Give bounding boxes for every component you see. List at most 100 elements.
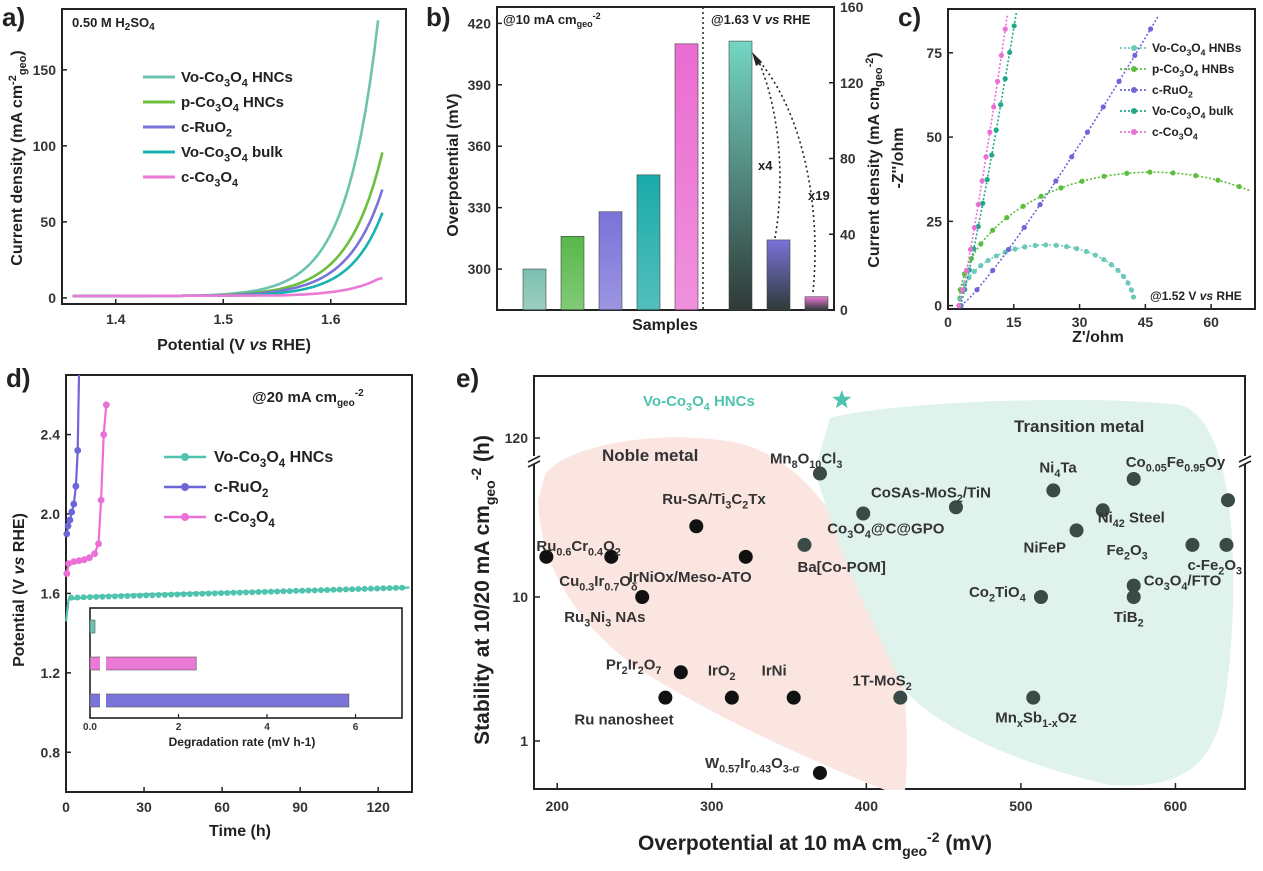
panel-c-data-point <box>966 275 972 281</box>
panel-d-data-point <box>75 557 83 565</box>
panel-c-data-point <box>971 246 977 252</box>
panel-d-inset-tick-label: 4 <box>264 722 270 733</box>
panel-d-data-point <box>299 587 306 594</box>
panel-e-point-label: Ru nanosheet <box>574 712 673 729</box>
panel-d-data-point <box>267 588 274 595</box>
panel-d-data-point <box>399 584 406 591</box>
panel-b-arrowhead <box>752 52 762 66</box>
panel-d-data-point <box>255 589 262 596</box>
panel-d-data-point <box>386 585 393 592</box>
panel-a-ytick-label: 0 <box>48 290 56 306</box>
panel-d-legend-label: Vo-Co3O4 HNCs <box>214 449 333 470</box>
panel-d-data-point <box>193 590 200 597</box>
panel-c-data-point <box>1002 76 1008 82</box>
panel-c-legend-marker <box>1131 66 1137 72</box>
panel-d-data-point <box>392 584 399 591</box>
panel-d-annotation: @20 mA cmgeo-2 <box>252 388 364 409</box>
panel-b-overpotential-bar <box>598 211 623 311</box>
panel-e-axis-break-left <box>528 456 540 464</box>
panel-c-legend-label: Vo-Co3O4 HNBs <box>1152 41 1242 58</box>
panel-c-data-point <box>1108 262 1114 268</box>
panel-e-point-label: Fe2O3 <box>1106 542 1147 563</box>
panel-c-xtick-label: 15 <box>1006 314 1022 330</box>
panel-c-data-point <box>1037 201 1043 208</box>
transition-metal-region <box>815 399 1234 786</box>
panel-d-data-point <box>324 586 331 593</box>
panel-b-left-ytick-label: 360 <box>468 138 492 154</box>
panel-e-data-point <box>948 500 963 515</box>
panel-e-data-point <box>1095 503 1110 518</box>
panel-e-data-point <box>539 549 554 564</box>
panel-c-annotation: @1.52 V vs RHE <box>1150 289 1242 303</box>
panel-d-data-point <box>74 447 82 454</box>
panel-e-data-point <box>1219 537 1234 552</box>
panel-d-data-point <box>211 590 218 597</box>
panel-e-xtick-label: 200 <box>546 798 570 814</box>
panel-c-data-point <box>956 303 962 309</box>
panel-d-data-point <box>330 586 337 593</box>
panel-b-left-ytick-label: 300 <box>468 261 492 277</box>
panel-c-data-point <box>983 154 989 160</box>
panel-d-data-point <box>105 593 112 600</box>
panel-e-axis-break-left-marks <box>527 455 541 468</box>
panel-a-ylabel: Current density (mA cm-2geo) <box>7 50 29 265</box>
panel-d-data-point <box>80 594 87 601</box>
panel-e-point-label: Pr2Ir2O7 <box>606 656 662 677</box>
panel-a-series-line <box>72 276 383 298</box>
panel-d-ytick-label: 1.2 <box>41 665 61 681</box>
panel-c-data-point <box>1074 246 1080 252</box>
panel-e-point-label: IrNi <box>762 663 787 680</box>
panel-c-data-point <box>1147 169 1153 175</box>
panel-e-ylabel: Stability at 10/20 mA cmgeo-2 (h) <box>468 435 498 745</box>
panel-c-xtick-label: 45 <box>1138 314 1154 330</box>
panel-d-inset-xlabel: Degradation rate (mV h-1) <box>169 735 316 749</box>
panel-c-data-point <box>978 263 984 269</box>
panel-c-data-point <box>978 241 984 247</box>
panel-c-data-point <box>971 268 977 274</box>
panel-c-data-point <box>1004 215 1010 221</box>
panel-a-series-line <box>72 212 384 298</box>
panel-d-ylabel: Potential (V vs RHE) <box>11 513 28 667</box>
panel-c-data-point <box>957 287 963 293</box>
panel-d-data-point <box>336 586 343 593</box>
panel-c-data-point <box>961 281 968 287</box>
panel-e-data-point <box>604 549 619 564</box>
panel-c-data-point <box>958 303 964 309</box>
panel-a-electrolyte: 0.50 M H2SO4 <box>72 15 155 33</box>
panel-b-left-ytick-label: 420 <box>468 15 492 31</box>
panel-c-legend-marker <box>1131 87 1137 93</box>
panel-e-data-point <box>673 665 688 680</box>
panel-e-point-label: Mn8O10Cl3 <box>770 451 842 472</box>
panel-a-legend-label: c-Co3O4 <box>181 169 238 190</box>
panel-b-xlabel: Samples <box>632 317 698 334</box>
panel-c-legend-label: p-Co3O4 HNBs <box>1152 62 1235 79</box>
panel-c-data-point <box>1193 173 1199 179</box>
panel-d-data-point <box>367 585 374 592</box>
panel-b-left-ytick-label: 390 <box>468 77 492 93</box>
panel-d-xtick-label: 120 <box>367 799 391 815</box>
panel-c-data-point <box>1079 178 1085 184</box>
panel-c-data-point <box>985 257 991 264</box>
panel-d-data-point <box>102 401 110 409</box>
panel-c-data-point <box>1132 52 1138 58</box>
panel-c-data-point <box>1128 287 1135 293</box>
panel-c-data-point <box>991 104 997 110</box>
panel-c-data-point <box>990 227 996 233</box>
panel-b-overpotential-bar <box>636 174 661 311</box>
panel-d-data-point <box>65 560 73 568</box>
panel-d-xtick-label: 90 <box>292 799 308 815</box>
panel-c-data-point <box>1043 242 1049 248</box>
panel-b-right-ytick-label: 120 <box>840 75 864 91</box>
panel-c-data-point <box>1101 256 1107 263</box>
noble-metal-region <box>538 437 907 790</box>
panel-e-axis-break-right <box>1239 456 1251 464</box>
panel-c-data-point <box>993 127 999 133</box>
panel-c-data-point <box>987 129 993 135</box>
panel-b-right-ytick-label: 80 <box>840 151 856 167</box>
panel-e-point-label: Ba[Co-POM] <box>797 559 885 576</box>
panel-b-overpotential-bar <box>674 43 699 311</box>
panel-e-point-label: Co3O4@C@GPO <box>827 521 945 542</box>
panel-d-series-line <box>65 404 108 574</box>
panel-c-series-line <box>958 171 1250 306</box>
panel-d-inset-bar <box>89 619 96 634</box>
